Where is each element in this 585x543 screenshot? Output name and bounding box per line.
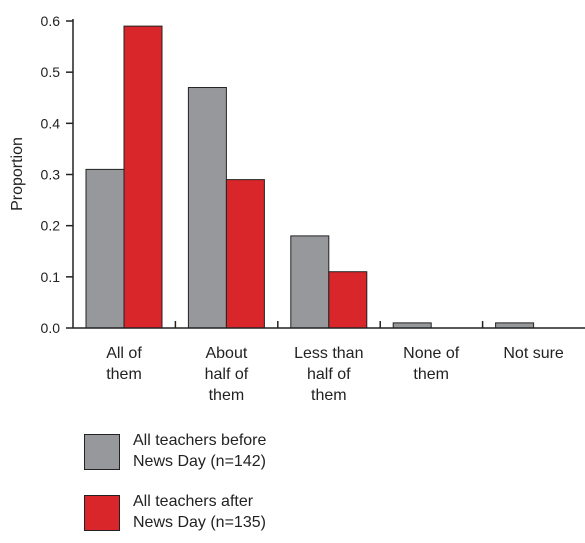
y-tick-label-6: 0.6 <box>41 13 61 29</box>
bar-before-0 <box>85 168 125 329</box>
y-tick-label-2: 0.2 <box>41 218 61 234</box>
legend-label-after-line2: News Day (n=135) <box>133 514 266 531</box>
legend-label-before: All teachers before News Day (n=142) <box>133 430 333 472</box>
legend-label-after: All teachers after News Day (n=135) <box>133 491 333 533</box>
bar-chart: 0.0 0.1 0.2 0.3 0.4 0.5 0.6 All of them About half… <box>9 13 585 404</box>
y-tick-label-5: 0.5 <box>41 64 61 80</box>
x-tick-label-2: Less than half of them <box>294 345 363 404</box>
bar-before-2 <box>290 235 330 329</box>
x-tick-label-3: None of them <box>403 345 460 383</box>
legend-item-after: All teachers after News Day (n=135) <box>84 493 333 533</box>
x-tick-label-1: About half of them <box>205 345 249 404</box>
bar-before-3 <box>392 322 432 329</box>
legend-swatch-before <box>84 434 120 470</box>
y-tick-label-0: 0.0 <box>41 320 61 336</box>
bar-before-4 <box>495 322 535 329</box>
bar-after-1 <box>225 179 265 329</box>
legend-label-before-line2: News Day (n=142) <box>133 453 266 470</box>
y-tick-label-4: 0.4 <box>41 115 61 131</box>
legend-label-before-line1: All teachers before <box>133 432 267 449</box>
x-tick-label-0: All of them <box>106 345 142 383</box>
bar-after-0 <box>123 25 163 329</box>
legend-swatch-after <box>84 495 120 531</box>
legend-label-after-line1: All teachers after <box>133 493 254 510</box>
bar-before-1 <box>187 87 227 329</box>
legend-item-before: All teachers before News Day (n=142) <box>84 432 333 472</box>
x-tick-label-4: Not sure <box>503 345 564 362</box>
y-axis-label: Proportion <box>9 137 26 211</box>
y-tick-label-3: 0.3 <box>41 167 61 183</box>
y-tick-label-1: 0.1 <box>41 269 61 285</box>
bar-after-2 <box>328 271 368 329</box>
